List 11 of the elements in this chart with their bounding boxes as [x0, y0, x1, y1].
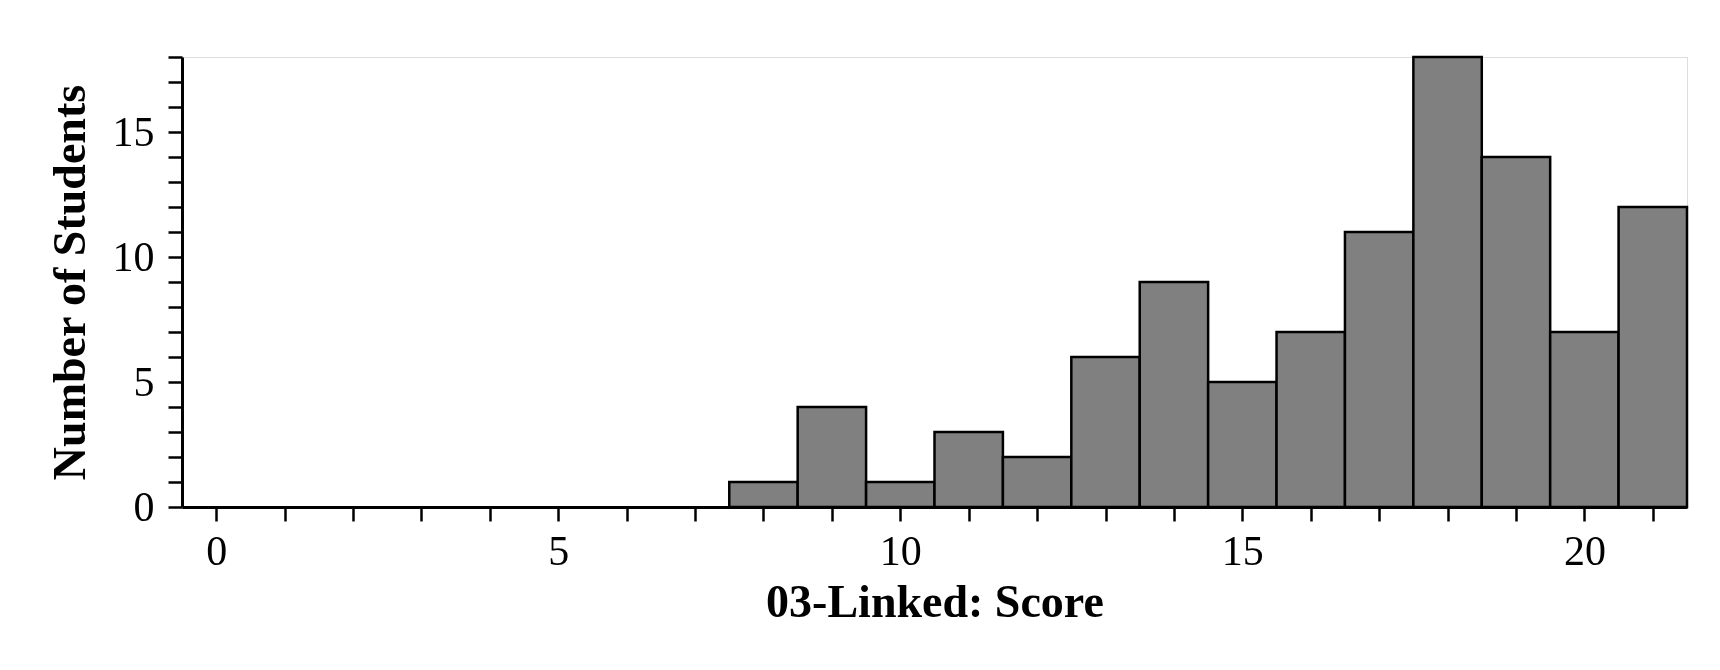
- x-tick-label: 10: [879, 527, 922, 574]
- y-tick-label: 5: [133, 358, 155, 405]
- x-axis-title: 03-Linked: Score: [766, 575, 1104, 627]
- x-tick-label: 15: [1221, 527, 1264, 574]
- y-axis-title: Number of Students: [43, 84, 95, 481]
- x-tick-label: 0: [206, 527, 228, 574]
- x-tick-label: 5: [548, 527, 570, 574]
- y-tick-label: 15: [112, 108, 155, 155]
- x-tick-label: 20: [1563, 527, 1606, 574]
- y-tick-label: 10: [112, 233, 155, 280]
- y-tick-label: 0: [133, 483, 155, 530]
